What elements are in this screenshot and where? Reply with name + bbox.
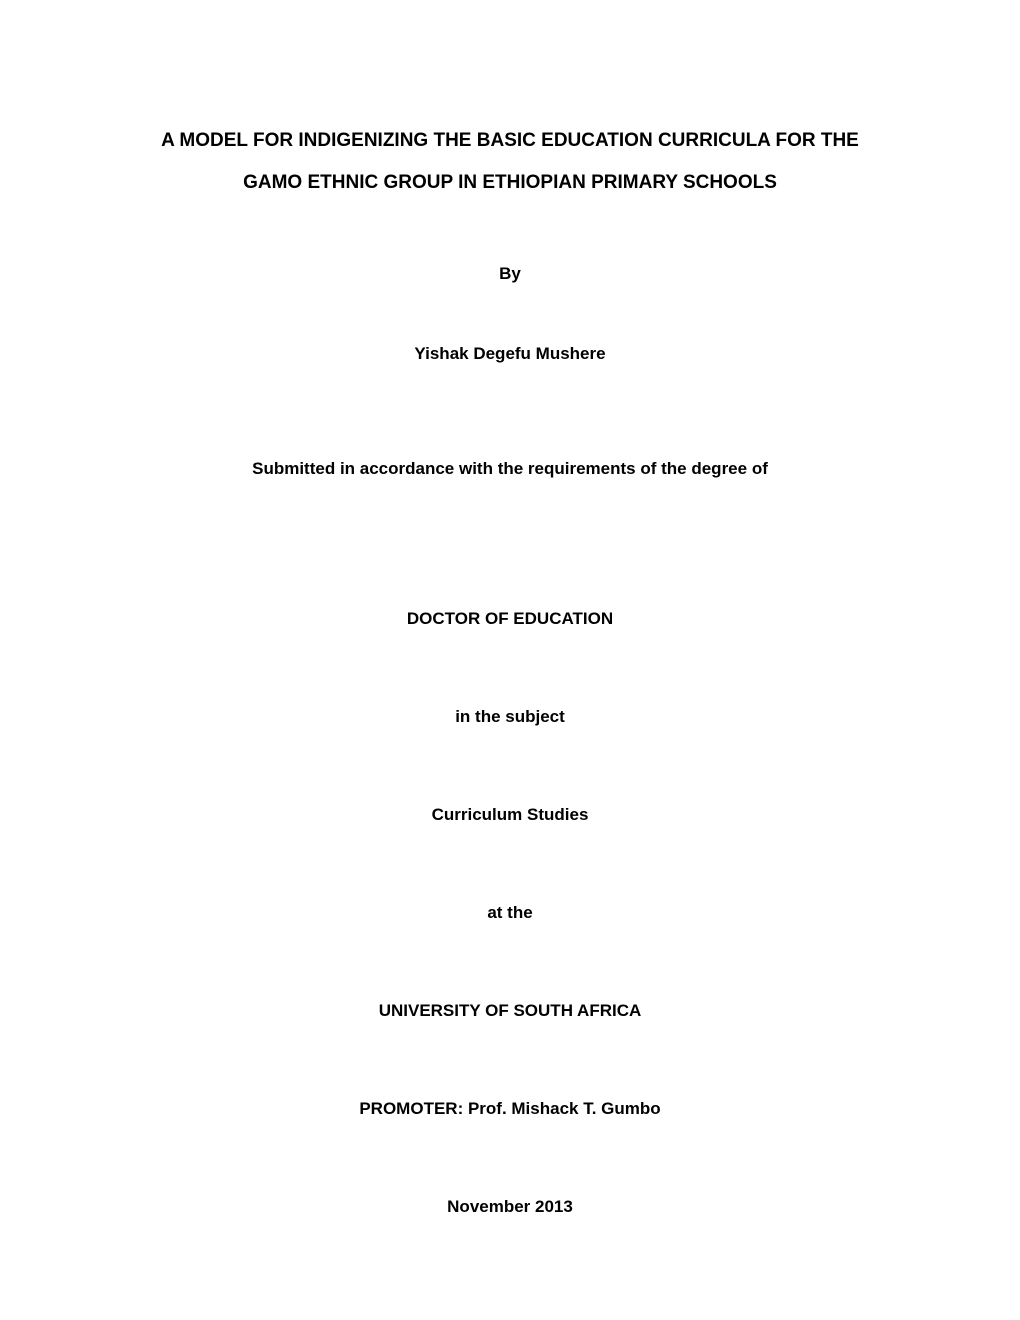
title-line-2: GAMO ETHNIC GROUP IN ETHIOPIAN PRIMARY S…	[110, 162, 910, 204]
at-label: at the	[110, 903, 910, 923]
date-text: November 2013	[110, 1197, 910, 1217]
by-label: By	[110, 264, 910, 284]
promoter-text: PROMOTER: Prof. Mishack T. Gumbo	[110, 1099, 910, 1119]
submitted-text: Submitted in accordance with the require…	[110, 459, 910, 479]
university-name: UNIVERSITY OF SOUTH AFRICA	[110, 1001, 910, 1021]
subject-label: in the subject	[110, 707, 910, 727]
author-name: Yishak Degefu Mushere	[110, 344, 910, 364]
thesis-title: A MODEL FOR INDIGENIZING THE BASIC EDUCA…	[110, 120, 910, 204]
subject-name: Curriculum Studies	[110, 805, 910, 825]
title-line-1: A MODEL FOR INDIGENIZING THE BASIC EDUCA…	[110, 120, 910, 162]
degree-title: DOCTOR OF EDUCATION	[110, 609, 910, 629]
